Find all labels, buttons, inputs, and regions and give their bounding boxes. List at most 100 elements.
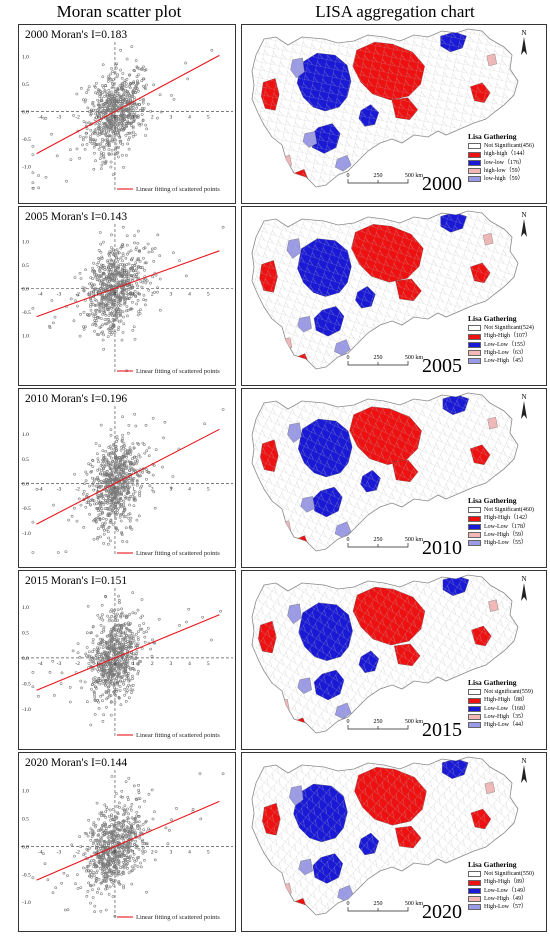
scatter-point (120, 280, 124, 284)
scatter-point (109, 333, 113, 336)
scatter-point (99, 472, 103, 476)
scatter-point (73, 506, 76, 510)
scatter-point (128, 466, 132, 469)
scatter-point (83, 148, 87, 151)
legend-swatch (468, 697, 481, 704)
scatter-point (115, 458, 119, 462)
scale-label: 250 (374, 355, 383, 361)
scatter-point (127, 491, 131, 494)
scatter-column-title: Moran scatter plot (56, 2, 182, 21)
scatter-point (104, 122, 107, 126)
scatter-point (119, 641, 122, 644)
scatter-point (201, 615, 205, 619)
scatter-point (109, 857, 113, 860)
scatter-point (97, 304, 101, 308)
scatter-point (138, 250, 141, 253)
scatter-point (131, 492, 135, 496)
scatter-point (42, 852, 45, 855)
scatter-point (126, 314, 129, 318)
scatter-point (128, 519, 132, 523)
scatter-point (99, 306, 103, 310)
scatter-point (106, 138, 110, 142)
scatter-point (125, 122, 129, 125)
scale-bar (347, 543, 409, 548)
scatter-point (51, 891, 55, 895)
scatter-point (92, 682, 96, 685)
scatter-point (106, 268, 110, 271)
scatter-point (123, 693, 126, 697)
scatter-point (110, 823, 114, 826)
scatter-point (97, 308, 101, 312)
scatter-point (135, 106, 138, 110)
scatter-point (100, 299, 104, 303)
scatter-point (111, 114, 114, 118)
scatter-point (107, 494, 111, 498)
scatter-point (78, 135, 82, 138)
scatter-point (96, 98, 100, 102)
legend-item-label: Low-High（45） (484, 358, 527, 365)
scatter-point (103, 105, 107, 109)
scatter-point (119, 68, 122, 72)
scatter-point (66, 874, 69, 877)
scatter-point (121, 865, 125, 868)
scatter-point (140, 647, 144, 650)
scatter-point (111, 479, 115, 483)
scatter-point (123, 632, 127, 636)
scatter-point (95, 846, 98, 850)
scatter-point (123, 661, 127, 665)
lisa-column-title: LISA aggregation chart (315, 2, 475, 21)
legend-label: Linear fitting of scattered points (136, 732, 220, 739)
scatter-point (101, 666, 104, 670)
scale-label: 0 (347, 719, 350, 725)
scatter-point (132, 292, 136, 296)
scatter-point (122, 823, 125, 827)
scatter-point (63, 908, 67, 912)
scatter-point (106, 614, 109, 618)
scatter-point (122, 292, 126, 295)
scatter-point (107, 308, 110, 312)
scatter-point (116, 437, 119, 441)
scatter-point (71, 649, 75, 653)
scatter-point (132, 108, 136, 112)
scatter-point (92, 537, 96, 541)
scatter-point (123, 460, 126, 464)
scatter-point (119, 128, 123, 132)
scatter-point (100, 469, 103, 473)
scatter-point (130, 865, 134, 869)
scale-label: 0 (347, 537, 350, 543)
scatter-point (94, 91, 97, 95)
scatter-point (94, 138, 97, 142)
scatter-point (113, 646, 117, 650)
scatter-point (98, 637, 102, 641)
scatter-point (126, 109, 130, 113)
scatter-point (113, 510, 117, 514)
scatter-point (109, 90, 113, 94)
scatter-point (105, 528, 109, 532)
scatter-point (127, 812, 130, 816)
scatter-point (132, 828, 136, 832)
scatter-point (110, 608, 114, 612)
scatter-point (92, 303, 95, 307)
scatter-point (133, 102, 137, 106)
scatter-point (101, 63, 105, 67)
scatter-point (100, 858, 104, 861)
scatter-point (99, 842, 103, 846)
scatter-point (135, 272, 139, 276)
scatter-point (127, 297, 131, 300)
legend-label: Linear fitting of scattered points (136, 368, 220, 375)
scatter-point (87, 869, 90, 873)
scatter-point (106, 853, 110, 857)
scatter-point (113, 700, 117, 704)
scatter-point (132, 120, 135, 123)
scatter-point (129, 854, 132, 858)
scatter-point (112, 851, 116, 854)
lisa-map-panel-2020: N 0 250 500 km Lisa Gathering Not Significant… (241, 752, 547, 932)
scatter-point (142, 443, 146, 446)
scatter-point (105, 297, 108, 300)
scatter-point (100, 655, 103, 659)
scatter-point (120, 87, 123, 91)
scatter-point (123, 301, 127, 305)
scatter-point (76, 887, 80, 890)
scatter-point (104, 887, 107, 891)
scatter-point (131, 662, 134, 665)
